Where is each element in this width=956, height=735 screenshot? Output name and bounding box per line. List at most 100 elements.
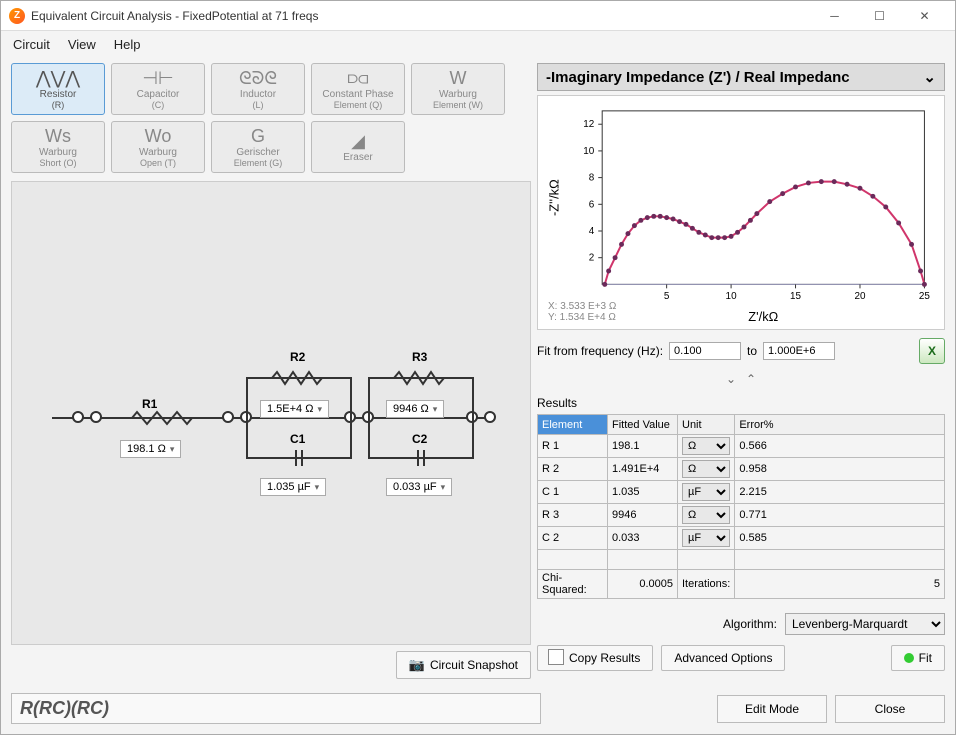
titlebar: Z Equivalent Circuit Analysis - FixedPot… bbox=[1, 1, 955, 31]
tool-gerischer[interactable]: GGerischerElement (G) bbox=[211, 121, 305, 173]
algo-label: Algorithm: bbox=[723, 617, 777, 631]
svg-text:2: 2 bbox=[589, 253, 595, 264]
chart: 5 10 15 20 25 2 4 6 8 10 12 Z'/kΩ -Z''/kΩ X: 3.533 E… bbox=[537, 95, 945, 330]
unit-select[interactable]: µF bbox=[682, 483, 730, 501]
table-row[interactable]: C 20.033µF0.585 bbox=[538, 527, 945, 550]
table-row[interactable]: C 11.035µF2.215 bbox=[538, 481, 945, 504]
svg-text:10: 10 bbox=[726, 291, 738, 302]
svg-text:4: 4 bbox=[589, 226, 595, 237]
table-row[interactable]: R 1198.1Ω0.566 bbox=[538, 435, 945, 458]
r1-value[interactable]: 198.1 Ω▾ bbox=[120, 440, 181, 458]
results-header: Error% bbox=[735, 415, 945, 435]
tool-icon: ᘓᘐᘓ bbox=[239, 69, 277, 87]
camera-icon: 📷 bbox=[409, 657, 425, 673]
chi-label: Chi-Squared: bbox=[538, 570, 608, 599]
table-row[interactable]: R 21.491E+4Ω0.958 bbox=[538, 458, 945, 481]
circuit-canvas[interactable]: R1 198.1 Ω▾ R2 1.5E+4 Ω▾ C1 1.035 µF▾ bbox=[11, 181, 531, 645]
edit-mode-button[interactable]: Edit Mode bbox=[717, 695, 827, 723]
advanced-options-button[interactable]: Advanced Options bbox=[661, 645, 785, 671]
window-controls: ─ ☐ ✕ bbox=[812, 2, 947, 30]
tool-inductor[interactable]: ᘓᘐᘓInductor(L) bbox=[211, 63, 305, 115]
tool-icon: Wo bbox=[145, 127, 172, 145]
freq-row: Fit from frequency (Hz): to X bbox=[537, 338, 945, 364]
close-bottom-button[interactable]: Close bbox=[835, 695, 945, 723]
svg-text:5: 5 bbox=[664, 291, 670, 302]
action-row: Copy Results Advanced Options Fit bbox=[537, 645, 945, 671]
unit-select[interactable]: Ω bbox=[682, 506, 730, 524]
svg-text:20: 20 bbox=[854, 291, 866, 302]
chart-coords: X: 3.533 E+3 Ω Y: 1.534 E+4 Ω bbox=[548, 301, 616, 323]
right-pane: -Imaginary Impedance (Z') / Real Impedan… bbox=[537, 63, 945, 679]
r1-label: R1 bbox=[142, 397, 157, 411]
unit-select[interactable]: Ω bbox=[682, 460, 730, 478]
circuit-string: R(RC)(RC) bbox=[11, 693, 541, 724]
minimize-button[interactable]: ─ bbox=[812, 2, 857, 30]
chart-selector[interactable]: -Imaginary Impedance (Z') / Real Impedan… bbox=[537, 63, 945, 91]
results-header: Unit bbox=[678, 415, 735, 435]
copy-results-button[interactable]: Copy Results bbox=[537, 645, 653, 671]
r2-value[interactable]: 1.5E+4 Ω▾ bbox=[260, 400, 329, 418]
svg-text:6: 6 bbox=[589, 199, 595, 210]
tool-capacitor[interactable]: ⊣⊢Capacitor(C) bbox=[111, 63, 205, 115]
c2-value[interactable]: 0.033 µF▾ bbox=[386, 478, 452, 496]
freq-to-label: to bbox=[747, 344, 757, 358]
table-row[interactable]: R 39946Ω0.771 bbox=[538, 504, 945, 527]
chi-value: 0.0005 bbox=[608, 570, 678, 599]
expand-arrows[interactable]: ⌄ ⌃ bbox=[537, 372, 945, 386]
iter-value: 5 bbox=[735, 570, 945, 599]
tool-eraser[interactable]: ◢Eraser bbox=[311, 121, 405, 173]
svg-text:Z'/kΩ: Z'/kΩ bbox=[748, 309, 778, 324]
menu-view[interactable]: View bbox=[68, 37, 96, 52]
copy-icon bbox=[550, 651, 564, 665]
unit-select[interactable]: µF bbox=[682, 529, 730, 547]
fit-button[interactable]: Fit bbox=[891, 645, 945, 671]
app-window: Z Equivalent Circuit Analysis - FixedPot… bbox=[0, 0, 956, 735]
tool-icon: ⫐⫏ bbox=[347, 69, 368, 87]
c1-label: C1 bbox=[290, 432, 305, 446]
export-excel-button[interactable]: X bbox=[919, 338, 945, 364]
status-dot-icon bbox=[904, 653, 914, 663]
tool-icon: G bbox=[251, 127, 265, 145]
menubar: Circuit View Help bbox=[1, 31, 955, 57]
svg-text:15: 15 bbox=[790, 291, 802, 302]
menu-circuit[interactable]: Circuit bbox=[13, 37, 50, 52]
r2-label: R2 bbox=[290, 350, 305, 364]
svg-text:-Z''/kΩ: -Z''/kΩ bbox=[547, 179, 562, 216]
tool-icon: ⊣⊢ bbox=[142, 69, 173, 87]
results-table: ElementFitted ValueUnitError% R 1198.1Ω0… bbox=[537, 414, 945, 599]
svg-text:10: 10 bbox=[583, 146, 595, 157]
results-label: Results bbox=[537, 396, 945, 410]
bottom-bar: R(RC)(RC) Edit Mode Close bbox=[1, 687, 955, 734]
c2-label: C2 bbox=[412, 432, 427, 446]
tool-icon: ◢ bbox=[351, 132, 365, 150]
freq-to-input[interactable] bbox=[763, 342, 835, 360]
svg-text:12: 12 bbox=[583, 119, 595, 130]
chevron-down-icon: ⌄ bbox=[923, 68, 936, 86]
snapshot-button[interactable]: 📷Circuit Snapshot bbox=[396, 651, 531, 679]
tool-warburg[interactable]: WsWarburgShort (O) bbox=[11, 121, 105, 173]
algo-select[interactable]: Levenberg-Marquardt bbox=[785, 613, 945, 635]
r3-label: R3 bbox=[412, 350, 427, 364]
app-icon: Z bbox=[9, 8, 25, 24]
iter-label: Iterations: bbox=[678, 570, 735, 599]
tool-icon: W bbox=[450, 69, 467, 87]
maximize-button[interactable]: ☐ bbox=[857, 2, 902, 30]
tool-resistor[interactable]: ⋀⋁⋀Resistor(R) bbox=[11, 63, 105, 115]
menu-help[interactable]: Help bbox=[114, 37, 141, 52]
c1-value[interactable]: 1.035 µF▾ bbox=[260, 478, 326, 496]
svg-text:25: 25 bbox=[919, 291, 931, 302]
svg-text:8: 8 bbox=[589, 173, 595, 184]
tool-warburg[interactable]: WWarburgElement (W) bbox=[411, 63, 505, 115]
results-header: Fitted Value bbox=[608, 415, 678, 435]
r3-value[interactable]: 9946 Ω▾ bbox=[386, 400, 444, 418]
freq-label: Fit from frequency (Hz): bbox=[537, 344, 663, 358]
freq-from-input[interactable] bbox=[669, 342, 741, 360]
content: ⋀⋁⋀Resistor(R)⊣⊢Capacitor(C)ᘓᘐᘓInductor(… bbox=[1, 57, 955, 687]
unit-select[interactable]: Ω bbox=[682, 437, 730, 455]
toolbox: ⋀⋁⋀Resistor(R)⊣⊢Capacitor(C)ᘓᘐᘓInductor(… bbox=[11, 63, 531, 173]
tool-constant-phase[interactable]: ⫐⫏Constant PhaseElement (Q) bbox=[311, 63, 405, 115]
left-pane: ⋀⋁⋀Resistor(R)⊣⊢Capacitor(C)ᘓᘐᘓInductor(… bbox=[11, 63, 531, 679]
close-button[interactable]: ✕ bbox=[902, 2, 947, 30]
tool-warburg[interactable]: WoWarburgOpen (T) bbox=[111, 121, 205, 173]
algo-row: Algorithm: Levenberg-Marquardt bbox=[537, 613, 945, 635]
